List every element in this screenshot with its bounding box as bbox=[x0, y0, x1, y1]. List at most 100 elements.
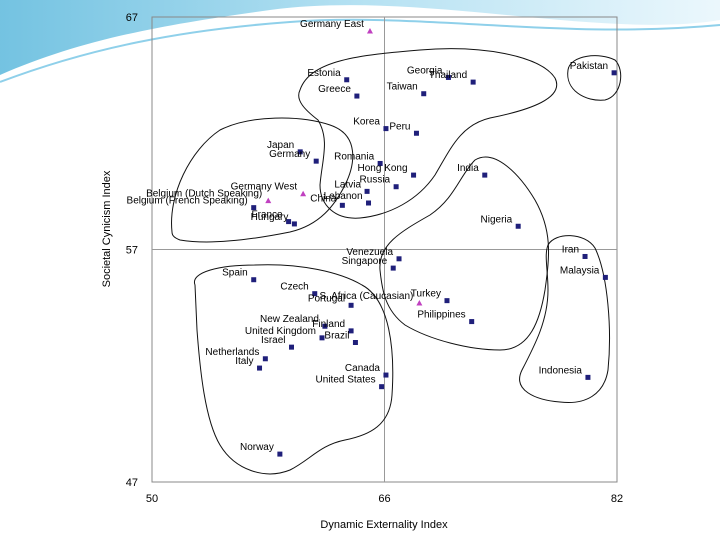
point-label: Estonia bbox=[307, 68, 341, 79]
point-label: New Zealand bbox=[260, 314, 319, 325]
x-tick-label: 82 bbox=[611, 493, 623, 505]
y-axis-label: Societal Cynicism Index bbox=[101, 170, 113, 287]
x-axis-label: Dynamic Externality Index bbox=[320, 519, 448, 531]
data-point bbox=[469, 319, 475, 325]
point-label: Turkey bbox=[411, 289, 441, 300]
x-tick-label: 66 bbox=[378, 493, 390, 505]
point-label: Korea bbox=[353, 117, 380, 128]
point-label: Pakistan bbox=[570, 61, 608, 72]
data-point bbox=[364, 188, 370, 194]
data-point bbox=[383, 372, 389, 378]
data-point bbox=[366, 200, 372, 206]
point-label: China bbox=[310, 193, 337, 204]
axis-ticks: 50 66 82 47 57 67 bbox=[126, 12, 623, 505]
data-point bbox=[445, 74, 451, 80]
cluster-outline-pakistan bbox=[567, 55, 622, 101]
data-point bbox=[354, 93, 360, 99]
point-label: Thailand bbox=[429, 70, 467, 81]
data-point bbox=[291, 221, 297, 227]
data-point bbox=[396, 256, 402, 262]
point-label: Romania bbox=[334, 151, 374, 162]
point-label: Hong Kong bbox=[358, 163, 408, 174]
point-label: Iran bbox=[562, 244, 579, 255]
data-point bbox=[312, 291, 318, 297]
point-label: S. Africa (Caucasian) bbox=[319, 291, 413, 302]
cluster-outline-top bbox=[298, 48, 558, 219]
point-label: Italy bbox=[235, 356, 253, 367]
data-point bbox=[319, 335, 325, 341]
point-label: Greece bbox=[318, 84, 351, 95]
data-point bbox=[413, 130, 419, 136]
point-label: Finland bbox=[312, 319, 345, 330]
data-points: Germany East Estonia Greece Georgia Taiwan Th… bbox=[127, 19, 617, 457]
data-point bbox=[482, 172, 488, 178]
data-point bbox=[289, 344, 294, 350]
point-label: Lebanon bbox=[324, 191, 363, 202]
data-point bbox=[379, 384, 385, 390]
data-point bbox=[313, 158, 319, 164]
data-point bbox=[277, 451, 283, 457]
cluster-outline-bottom bbox=[194, 264, 394, 475]
point-label: Belgium (French Speaking) bbox=[127, 196, 248, 207]
data-point bbox=[286, 219, 292, 225]
data-point bbox=[390, 265, 396, 271]
cluster-outline-right bbox=[379, 156, 550, 351]
data-point bbox=[251, 277, 257, 283]
data-point bbox=[470, 79, 476, 85]
cluster-outline-iran bbox=[519, 235, 610, 404]
point-label: Germany bbox=[269, 149, 310, 160]
data-point bbox=[352, 340, 358, 345]
point-label: Israel bbox=[261, 335, 285, 346]
point-label: Belgium (Dutch Speaking) bbox=[146, 189, 262, 200]
y-tick-label: 67 bbox=[126, 12, 138, 24]
data-point bbox=[383, 126, 389, 132]
data-point bbox=[411, 172, 417, 178]
point-label: Russia bbox=[360, 175, 391, 186]
point-label: United States bbox=[316, 375, 376, 386]
point-label: United Kingdom bbox=[245, 326, 316, 337]
point-label: Germany East bbox=[300, 19, 364, 30]
data-point bbox=[348, 328, 354, 334]
point-label: Japan bbox=[267, 140, 294, 151]
y-tick-label: 47 bbox=[126, 477, 138, 489]
data-point bbox=[377, 160, 383, 166]
data-point bbox=[322, 323, 328, 329]
data-point bbox=[265, 197, 272, 204]
data-point bbox=[348, 302, 354, 308]
point-label: Peru bbox=[389, 121, 410, 132]
y-tick-label: 57 bbox=[126, 245, 138, 257]
cluster-outlines bbox=[171, 48, 622, 475]
point-label: Czech bbox=[280, 282, 308, 293]
data-point bbox=[602, 274, 608, 280]
point-label: Indonesia bbox=[539, 365, 583, 376]
point-label: Brazil bbox=[324, 331, 349, 342]
point-label: Canada bbox=[345, 363, 380, 374]
point-label: Spain bbox=[222, 268, 248, 279]
point-label: Malaysia bbox=[560, 265, 600, 276]
point-label: Georgia bbox=[407, 65, 443, 76]
cluster-outline-left bbox=[171, 117, 354, 243]
data-point bbox=[339, 202, 345, 208]
x-tick-label: 50 bbox=[146, 493, 158, 505]
top-wave-shape bbox=[0, 0, 720, 75]
point-label: Germany West bbox=[231, 182, 298, 193]
point-label: Nigeria bbox=[481, 214, 513, 225]
point-label: Singapore bbox=[342, 256, 388, 267]
top-wave-line bbox=[0, 18, 720, 83]
data-point bbox=[582, 253, 588, 259]
data-point bbox=[262, 356, 268, 362]
data-point bbox=[300, 190, 307, 197]
data-point bbox=[515, 223, 521, 229]
point-label: India bbox=[457, 163, 479, 174]
data-point bbox=[257, 365, 263, 371]
point-label: France bbox=[251, 210, 283, 221]
data-point bbox=[611, 70, 617, 76]
point-label: Philippines bbox=[417, 310, 465, 321]
point-label: Norway bbox=[240, 442, 274, 453]
data-point bbox=[366, 27, 373, 34]
data-point bbox=[344, 77, 350, 83]
data-point bbox=[393, 184, 399, 190]
data-point bbox=[297, 149, 303, 155]
